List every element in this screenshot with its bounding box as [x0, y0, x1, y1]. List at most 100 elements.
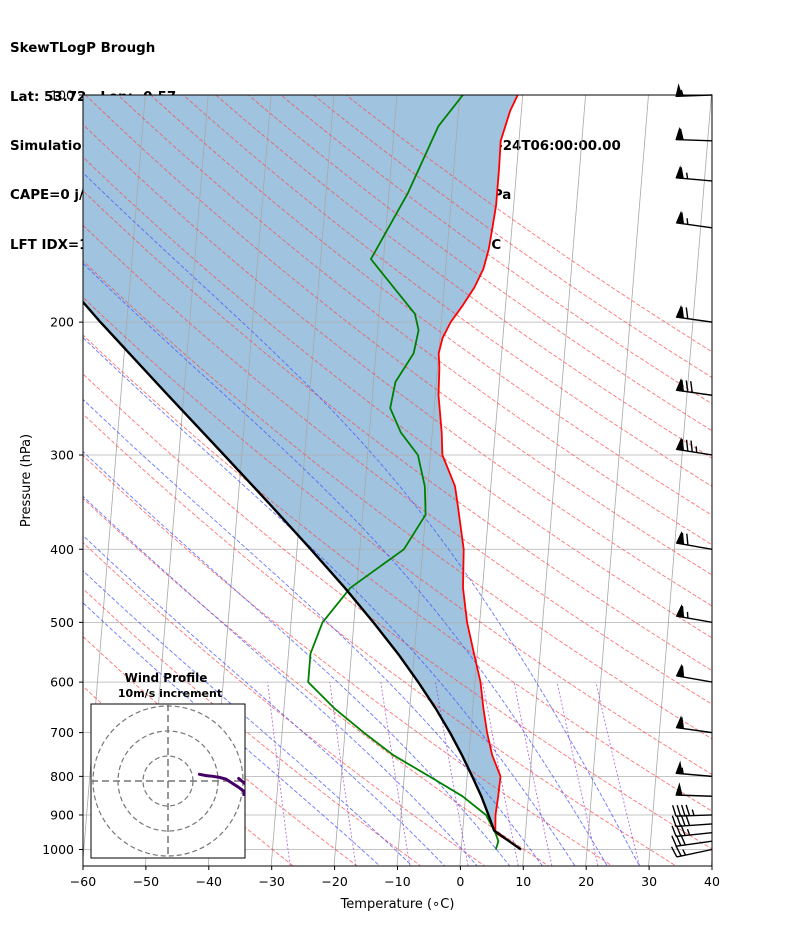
y-tick-label: 900 [50, 807, 74, 822]
barb-full [686, 533, 689, 546]
barb-staff [676, 831, 713, 838]
temperature-profile [437, 95, 522, 851]
barb-staff [676, 823, 713, 828]
barb-full [681, 665, 685, 678]
moist-adiabat [83, 337, 576, 866]
y-tick-label: 400 [50, 542, 74, 557]
y-tick-label: 800 [50, 769, 74, 784]
barb-full [680, 804, 686, 817]
moist-adiabat [83, 602, 381, 866]
y-axis-ticks: 1000 900 800 700 600 500 400 300 200 100 [42, 88, 83, 857]
barb-half [682, 849, 687, 856]
parcel-profile [83, 300, 522, 851]
x-axis-ticks: −60 −50 −40 −30 −20 −10 0 10 20 30 40 [70, 866, 720, 889]
barb-full [690, 381, 693, 393]
mixing-ratio-line [513, 682, 553, 866]
isotherm [459, 95, 524, 866]
mixing-ratio-line [435, 682, 469, 866]
profile-lines [83, 95, 522, 851]
barb-full [680, 167, 684, 179]
chart-title: SkewTLogP Brough [10, 40, 156, 56]
mixing-ratio-line [267, 682, 291, 866]
isotherm [396, 95, 461, 866]
barb-full [676, 815, 682, 827]
dry-adiabat [83, 224, 712, 705]
y-axis-label: Pressure (hPa) [19, 434, 34, 527]
x-tick-label: −40 [196, 874, 222, 889]
moist-adiabat [83, 495, 478, 866]
barb-full [681, 717, 684, 729]
cape-area [83, 95, 521, 850]
hodograph-trace [197, 772, 245, 797]
barb-pennant [675, 83, 683, 97]
barb-half [686, 218, 689, 225]
barb-full [685, 804, 691, 816]
wind-barb [675, 715, 713, 734]
wind-barb [675, 210, 713, 229]
x-tick-label: 30 [641, 874, 657, 889]
dry-adiabat [83, 260, 712, 740]
wind-barb [675, 126, 713, 142]
wind-barb [675, 603, 713, 624]
isotherm [648, 95, 712, 866]
barb-full [671, 805, 677, 817]
barb-full [690, 440, 693, 452]
dry-adiabat [83, 156, 712, 639]
barb-full [681, 212, 684, 224]
barb-full [675, 845, 682, 857]
barb-full [685, 307, 689, 319]
y-tick-label: 200 [50, 315, 74, 330]
y-tick-label: 100 [50, 88, 74, 103]
background-grid [83, 95, 712, 866]
wind-barb [671, 804, 713, 817]
dry-adiabat [280, 95, 712, 405]
wind-barb [675, 304, 713, 323]
y-tick-label: 300 [50, 447, 74, 462]
barb-pennant [675, 210, 683, 225]
wind-barb [675, 437, 713, 456]
x-tick-label: 0 [456, 874, 464, 889]
barb-full [681, 439, 685, 451]
wind-barb [675, 377, 713, 396]
barb-half [686, 828, 691, 836]
mixing-ratio-line [380, 682, 411, 866]
barb-full [685, 380, 689, 392]
x-tick-label: −20 [321, 874, 347, 889]
wind-barb [671, 814, 713, 828]
barb-full [671, 815, 677, 827]
mixing-ratio-line [556, 682, 599, 866]
cape-shading [83, 95, 521, 850]
isotherm [333, 95, 398, 866]
x-tick-label: 20 [578, 874, 594, 889]
wind-barb [670, 845, 713, 858]
isotherm [711, 854, 712, 866]
moist-adiabat [83, 450, 511, 866]
dry-adiabat [83, 454, 614, 866]
dewpoint-profile [307, 95, 500, 850]
barb-full [671, 835, 677, 847]
barb-staff [676, 840, 713, 847]
dry-adiabat [182, 95, 712, 487]
barb-pennant [675, 126, 683, 141]
barb-full [675, 825, 682, 837]
dry-adiabat [215, 95, 712, 459]
hodograph-title: Wind Profile [125, 671, 208, 685]
y-tick-label: 500 [50, 615, 74, 630]
y-tick-label: 700 [50, 725, 74, 740]
isotherm [270, 95, 335, 866]
dry-adiabat [312, 95, 712, 379]
barb-full [670, 846, 678, 858]
x-tick-label: 10 [515, 874, 531, 889]
x-tick-label: −60 [70, 874, 96, 889]
dry-adiabat [247, 95, 712, 432]
barb-pennant [675, 530, 684, 545]
x-tick-label: −10 [384, 874, 410, 889]
barb-pennant [675, 377, 683, 392]
x-axis-label: Temperature (∘C) [340, 897, 455, 912]
wind-barbs [670, 83, 713, 858]
barb-pennant [675, 437, 683, 451]
barb-full [685, 439, 689, 452]
dry-adiabat [83, 123, 712, 607]
hodograph-inset: Wind Profile 10m/s increment [90, 671, 246, 859]
